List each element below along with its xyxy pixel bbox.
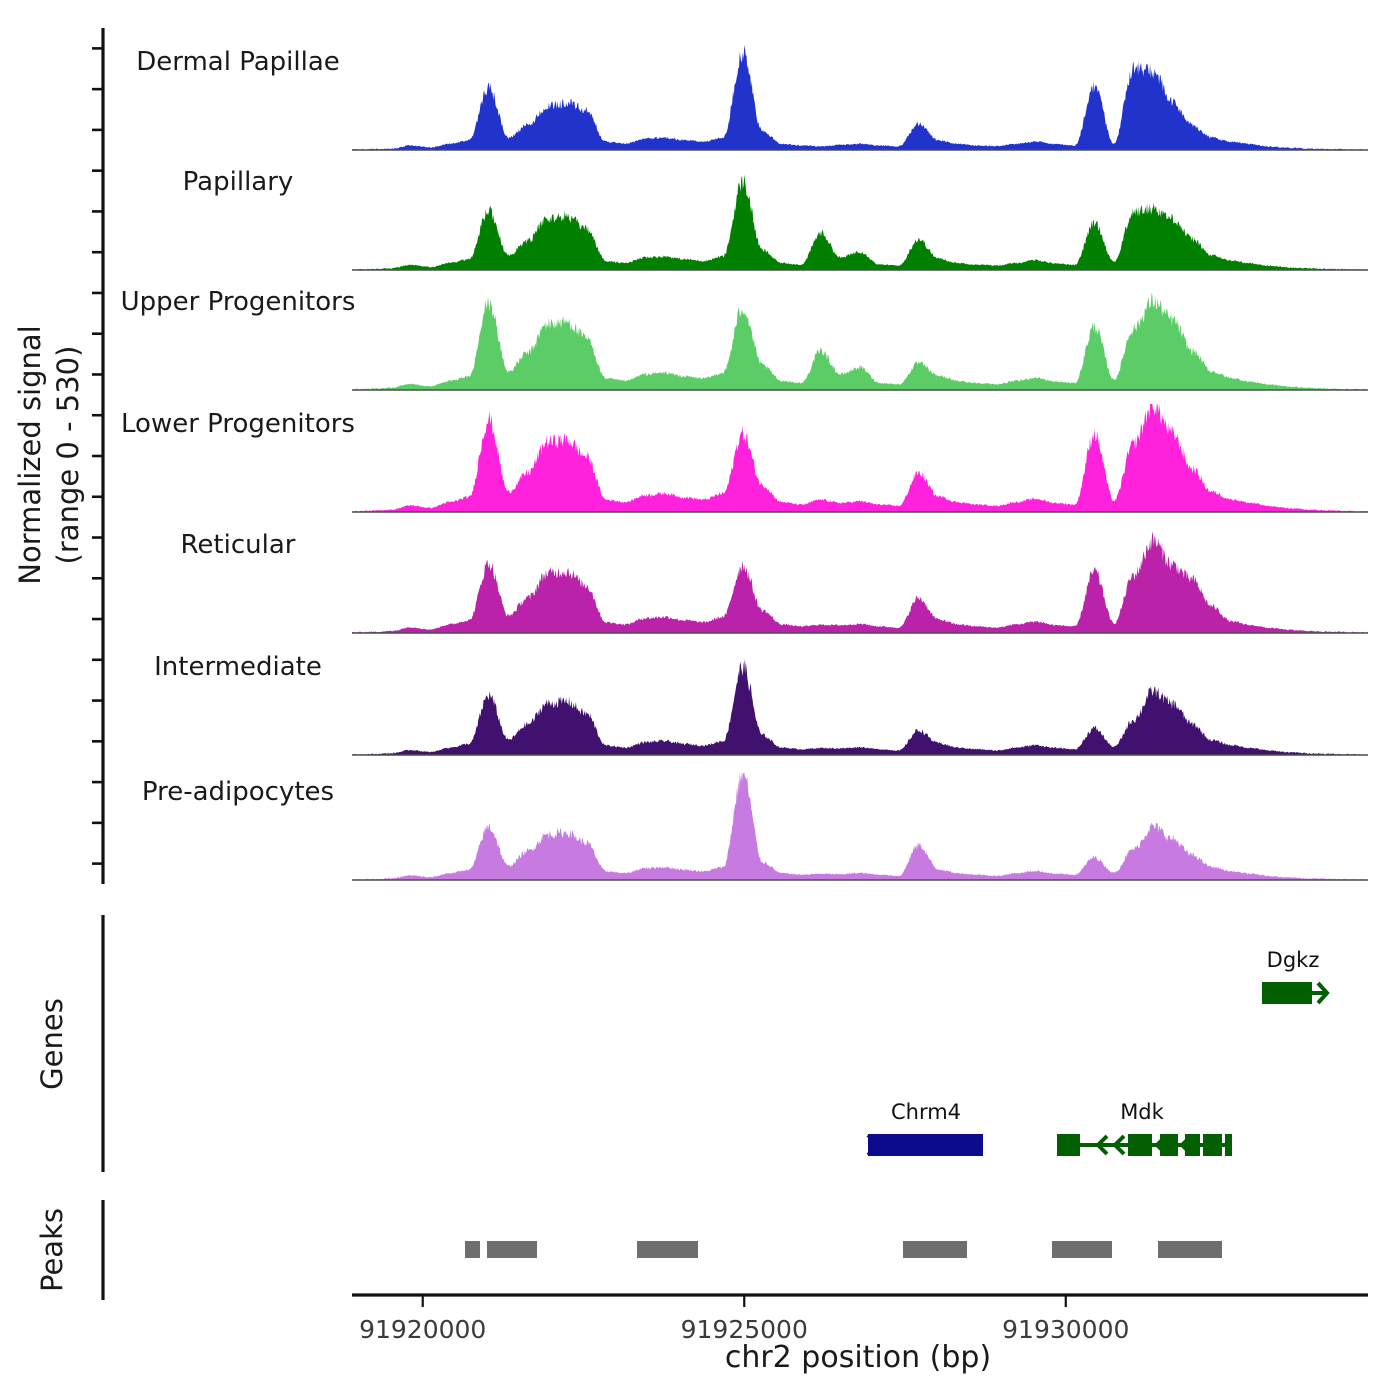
signal-track-intermediate: Intermediate xyxy=(154,652,1368,756)
signal-track-dermal-papillae: Dermal Papillae xyxy=(136,44,1368,151)
peak-region[interactable] xyxy=(637,1241,698,1258)
gene-exon xyxy=(1057,1134,1080,1156)
gene-dgkz[interactable]: Dgkz xyxy=(1262,948,1330,1005)
gene-label: Chrm4 xyxy=(891,1100,961,1124)
peak-region[interactable] xyxy=(465,1241,480,1258)
signal-area xyxy=(352,772,1368,880)
strand-arrow-left-icon xyxy=(1095,1134,1109,1156)
gene-features: Dgkz Chrm4 Mdk xyxy=(866,948,1330,1157)
track-label: Papillary xyxy=(183,167,294,197)
track-label: Reticular xyxy=(181,530,296,560)
track-label: Dermal Papillae xyxy=(136,47,340,77)
peaks-axis: Peaks xyxy=(35,1200,105,1300)
track-label: Upper Progenitors xyxy=(121,287,356,317)
signal-area xyxy=(352,293,1368,390)
x-tick-label: 91925000 xyxy=(681,1315,808,1344)
track-label: Pre-adipocytes xyxy=(142,777,334,807)
signal-track-lower-progenitors: Lower Progenitors xyxy=(121,404,1368,513)
x-tick-label: 91920000 xyxy=(359,1315,486,1344)
genes-axis-label: Genes xyxy=(35,998,69,1090)
track-label: Lower Progenitors xyxy=(121,409,355,439)
gene-label: Dgkz xyxy=(1267,948,1320,972)
signal-area xyxy=(352,44,1368,150)
signal-track-upper-progenitors: Upper Progenitors xyxy=(121,287,1368,391)
x-axis-label: chr2 position (bp) xyxy=(725,1340,991,1375)
strand-arrow-right-icon xyxy=(866,1133,881,1157)
track-label: Intermediate xyxy=(154,652,322,682)
signal-track-reticular: Reticular xyxy=(181,530,1368,634)
strand-arrow-left-icon xyxy=(1179,1134,1193,1156)
peak-region[interactable] xyxy=(1052,1241,1112,1258)
signal-y-axis xyxy=(92,28,105,884)
signal-area xyxy=(352,531,1368,633)
peak-region[interactable] xyxy=(1158,1241,1222,1258)
gene-exon xyxy=(1128,1134,1152,1156)
strand-arrow-left-icon xyxy=(1112,1134,1126,1156)
strand-arrow-right-icon xyxy=(1316,981,1330,1005)
gene-chrm4[interactable]: Chrm4 xyxy=(866,1100,983,1157)
gene-body xyxy=(868,1134,983,1156)
gene-mdk[interactable]: Mdk xyxy=(1057,1100,1232,1156)
signal-area xyxy=(352,659,1368,755)
signal-area xyxy=(352,174,1368,270)
signal-track-papillary: Papillary xyxy=(183,167,1368,271)
gene-body xyxy=(1262,982,1312,1004)
x-axis: 91920000 91925000 91930000 chr2 position (… xyxy=(352,1293,1368,1375)
y-axis-label-line2: (range 0 - 530) xyxy=(51,346,85,565)
signal-area xyxy=(352,404,1368,512)
genes-axis: Genes xyxy=(35,915,105,1172)
y-axis-label-line1: Normalized signal xyxy=(13,325,47,584)
peak-region[interactable] xyxy=(487,1241,537,1258)
gene-label: Mdk xyxy=(1120,1100,1164,1124)
signal-y-axis-ticks xyxy=(92,47,103,865)
strand-arrow-left-icon xyxy=(1154,1134,1168,1156)
x-axis-ticks xyxy=(421,1295,1067,1307)
peak-region[interactable] xyxy=(903,1241,967,1258)
peak-regions xyxy=(465,1241,1222,1258)
gene-exon xyxy=(1225,1134,1232,1156)
signal-tracks: Dermal Papillae Papillary Upper Progenitor… xyxy=(121,44,1368,881)
x-axis-tick-labels: 91920000 91925000 91930000 xyxy=(359,1315,1129,1344)
y-axis-label: Normalized signal (range 0 - 530) xyxy=(13,325,85,584)
peaks-axis-label: Peaks xyxy=(35,1208,69,1292)
signal-track-pre-adipocytes: Pre-adipocytes xyxy=(142,772,1368,881)
x-tick-label: 91930000 xyxy=(1002,1315,1129,1344)
gene-exon xyxy=(1203,1134,1222,1156)
